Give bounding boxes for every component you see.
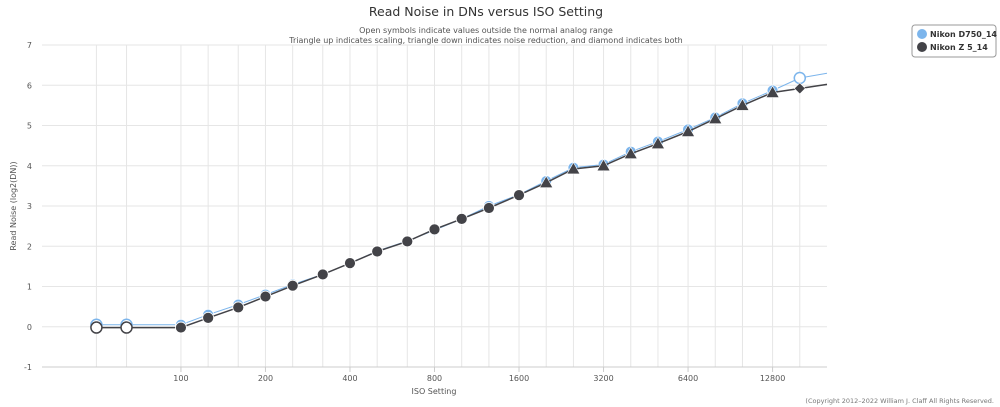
data-point-triangle-up[interactable]: [708, 111, 723, 124]
data-point-triangle-up[interactable]: [650, 136, 665, 149]
series: [90, 71, 828, 334]
data-point-circle[interactable]: [401, 235, 414, 248]
data-point-triangle-up[interactable]: [596, 158, 611, 172]
y-tick-label: 2: [27, 242, 32, 251]
data-point-diamond[interactable]: [793, 82, 806, 95]
legend-label-d750: Nikon D750_14: [930, 30, 997, 39]
x-axis-title: ISO Setting: [412, 387, 457, 396]
legend-marker-d750: [917, 29, 927, 39]
y-tick-label: -1: [24, 363, 32, 372]
credits: (Copyright 2012–2022 William J. Claff Al…: [805, 397, 994, 405]
data-point-circle[interactable]: [428, 223, 441, 236]
data-point-circle[interactable]: [483, 202, 495, 214]
y-tick-label: 3: [27, 202, 32, 211]
data-point-triangle-up[interactable]: [623, 146, 638, 159]
data-point-circle[interactable]: [202, 311, 215, 324]
data-point-circle[interactable]: [175, 321, 187, 334]
y-tick-label: 4: [27, 162, 32, 171]
y-tick-label: 6: [27, 81, 32, 90]
data-point-circle[interactable]: [455, 212, 468, 225]
legend-item-nikon-z5[interactable]: Nikon Z 5_14: [917, 42, 988, 52]
y-tick-label: 5: [27, 122, 32, 131]
data-point-circle[interactable]: [232, 301, 245, 314]
data-point-circle[interactable]: [371, 245, 384, 258]
x-tick-label: 200: [258, 374, 273, 383]
data-point-circle[interactable]: [513, 189, 525, 202]
data-point-circle[interactable]: [286, 279, 299, 292]
x-tick-label: 1600: [509, 374, 529, 383]
data-point-triangle-up[interactable]: [681, 124, 696, 137]
grid-lines: [42, 44, 827, 368]
chart-title: Read Noise in DNs versus ISO Setting: [369, 4, 603, 19]
data-point-circle[interactable]: [344, 257, 356, 270]
chart-subtitle-line-2: Triangle up indicates scaling, triangle …: [288, 36, 682, 45]
data-point-open-circle[interactable]: [793, 71, 807, 85]
chart-subtitle-line-1: Open symbols indicate values outside the…: [359, 26, 613, 35]
axes: -1 0 1 2 3 4 5 6 7 100 200 400 800 1600 3200 6400 12800: [24, 41, 827, 383]
data-point-circle[interactable]: [316, 268, 329, 281]
data-point-circle[interactable]: [259, 290, 272, 303]
data-point-triangle-up[interactable]: [735, 98, 750, 111]
legend-box: [911, 24, 997, 58]
series-nikon-d750: [90, 71, 828, 331]
data-point-triangle-up[interactable]: [765, 85, 780, 98]
data-point-triangle-up[interactable]: [539, 175, 554, 188]
legend: Nikon D750_14 Nikon Z 5_14: [911, 24, 997, 58]
legend-label-z5: Nikon Z 5_14: [930, 43, 988, 52]
y-tick-label: 1: [27, 283, 32, 292]
data-point-triangle-up[interactable]: [566, 161, 581, 175]
legend-item-nikon-d750[interactable]: Nikon D750_14: [917, 29, 997, 39]
y-tick-label: 0: [27, 323, 32, 332]
x-tick-label: 6400: [678, 374, 698, 383]
x-tick-label: 800: [427, 374, 442, 383]
y-axis-title: Read Noise (log2(DN)): [9, 161, 18, 250]
series-nikon-z5: [90, 82, 828, 334]
x-tick-label: 12800: [760, 374, 785, 383]
data-point-open-circle[interactable]: [120, 321, 133, 334]
x-tick-label: 3200: [593, 374, 613, 383]
x-tick-label: 400: [342, 374, 357, 383]
legend-marker-z5: [917, 42, 927, 52]
data-point-open-circle[interactable]: [90, 321, 103, 334]
x-tick-label: 100: [173, 374, 188, 383]
y-tick-label: 7: [27, 41, 32, 50]
